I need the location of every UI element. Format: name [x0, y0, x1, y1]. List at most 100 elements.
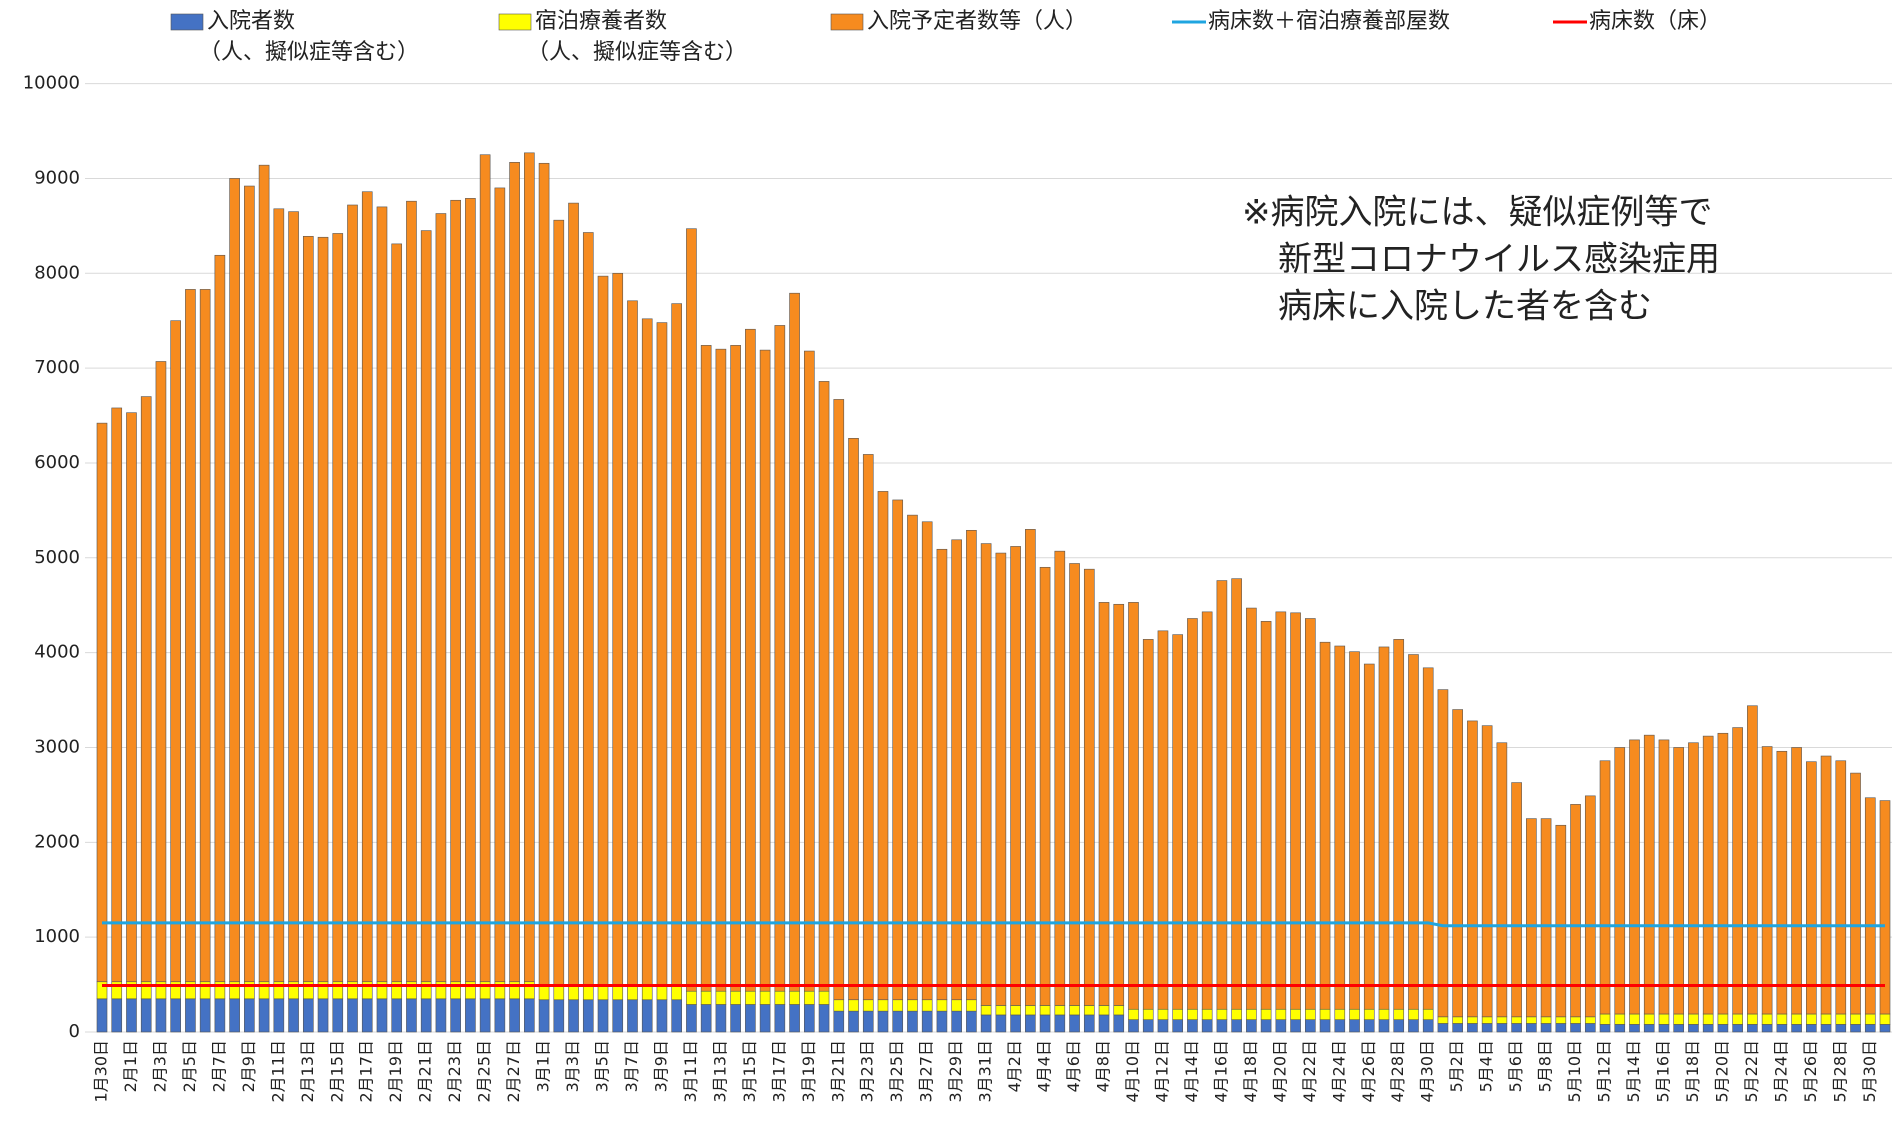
bar-segment: [862, 1010, 874, 1033]
bar-segment: [1069, 1005, 1080, 1016]
bar-segment: [170, 320, 181, 983]
y-tick-label: 4000: [34, 642, 80, 663]
bar-segment: [1820, 1013, 1832, 1025]
bar-segment: [1201, 1008, 1213, 1020]
x-tick-label: 3月11日: [681, 1040, 700, 1103]
x-tick-label: 5月20日: [1712, 1040, 1731, 1103]
x-tick-label: 5月14日: [1624, 1040, 1643, 1103]
bar-segment: [1363, 1008, 1375, 1020]
bar-segment: [450, 998, 461, 1033]
x-tick-label: 4月6日: [1064, 1040, 1083, 1092]
bar-segment: [1098, 1014, 1110, 1033]
bar-segment: [524, 152, 535, 983]
bar-segment: [1437, 1023, 1449, 1033]
bar-segment: [907, 514, 918, 1001]
x-tick-label: 5月12日: [1595, 1040, 1614, 1103]
x-tick-label: 4月20日: [1270, 1040, 1289, 1103]
bar-segment: [921, 999, 933, 1012]
x-tick-label: 3月27日: [917, 1040, 936, 1103]
x-tick-label: 5月6日: [1506, 1040, 1525, 1092]
x-tick-label: 3月3日: [563, 1040, 582, 1092]
bar-segment: [1334, 645, 1346, 1010]
bar-segment: [1658, 1013, 1670, 1025]
x-tick-label: 3月29日: [946, 1040, 965, 1103]
bar-segment: [465, 998, 476, 1033]
bar-segment: [1791, 1024, 1802, 1033]
bar-segment: [1761, 746, 1773, 1015]
bar-segment: [1835, 1013, 1847, 1025]
bar-segment: [96, 422, 108, 983]
bar-segment: [715, 348, 727, 992]
x-tick-label: 5月30日: [1860, 1040, 1879, 1103]
x-tick-label: 3月13日: [710, 1040, 729, 1103]
bar-segment: [1142, 639, 1154, 1010]
bar-segment: [1673, 747, 1685, 1015]
y-tick-label: 1000: [34, 926, 80, 947]
bar-segment: [1422, 1019, 1434, 1033]
bar-segment: [1128, 1019, 1139, 1033]
bar-segment: [1717, 1013, 1729, 1025]
bar-segment: [656, 999, 668, 1033]
bar-segment: [1599, 760, 1611, 1015]
bar-segment: [582, 232, 594, 985]
bar-segment: [877, 999, 889, 1012]
bar-segment: [1113, 1014, 1125, 1033]
bar-segment: [1747, 705, 1758, 1015]
bar-segment: [1496, 1016, 1508, 1024]
bar-segment: [1172, 1019, 1184, 1033]
bar-segment: [966, 529, 977, 1001]
bar-segment: [1422, 1008, 1434, 1020]
bar-segment: [1172, 1008, 1184, 1020]
x-tick-label: 3月31日: [976, 1040, 995, 1103]
bar-segment: [921, 521, 933, 1001]
bar-segment: [1290, 1019, 1301, 1033]
bar-segment: [406, 200, 417, 983]
bar-segment: [1422, 667, 1434, 1010]
bar-segment: [656, 322, 668, 985]
bar-segment: [1481, 1016, 1493, 1024]
bar-segment: [1526, 1023, 1537, 1033]
bar-segment: [1157, 1019, 1169, 1033]
bar-segment: [612, 999, 624, 1033]
bar-segment: [818, 381, 830, 992]
bar-segment: [671, 303, 682, 985]
bar-segment: [995, 1014, 1007, 1033]
x-tick-label: 5月24日: [1771, 1040, 1790, 1103]
bar-segment: [597, 999, 609, 1033]
bar-segment: [1393, 1019, 1405, 1033]
bar-segment: [1806, 761, 1817, 1015]
bar-segment: [597, 275, 609, 985]
bar-segment: [1363, 1019, 1375, 1033]
bar-segment: [1083, 1005, 1095, 1016]
bar-segment: [1363, 663, 1375, 1010]
bar-segment: [1467, 1023, 1478, 1033]
bar-segment: [1526, 818, 1537, 1018]
bar-segment: [848, 999, 859, 1012]
bar-segment: [1142, 1008, 1154, 1020]
bar-segment: [1629, 1013, 1640, 1025]
bar-segment: [700, 990, 712, 1005]
bar-segment: [1452, 1023, 1463, 1033]
legend-swatch: [830, 13, 864, 31]
bar-segment: [715, 990, 727, 1005]
x-tick-label: 2月5日: [180, 1040, 199, 1092]
bar-segment: [1747, 1013, 1758, 1025]
bar-segment: [700, 345, 712, 992]
bar-segment: [1054, 1014, 1066, 1033]
bar-segment: [1069, 563, 1080, 1006]
bar-segment: [1570, 804, 1581, 1018]
x-tick-label: 4月18日: [1241, 1040, 1260, 1103]
bar-segment: [951, 999, 962, 1012]
x-tick-label: 2月27日: [504, 1040, 523, 1103]
bar-segment: [877, 491, 889, 1001]
annotation: 病床に入院した者を含む: [1278, 287, 1652, 327]
bar-segment: [1864, 797, 1876, 1015]
bar-segment: [1157, 630, 1169, 1010]
bar-segment: [1334, 1008, 1346, 1020]
x-tick-label: 3月25日: [887, 1040, 906, 1103]
x-tick-label: 3月15日: [740, 1040, 759, 1103]
bar-segment: [317, 236, 329, 983]
y-tick-label: 3000: [34, 736, 80, 757]
bar-segment: [1864, 1013, 1876, 1025]
legend-label: 入院者数（人、擬似症等含む）: [199, 9, 419, 65]
